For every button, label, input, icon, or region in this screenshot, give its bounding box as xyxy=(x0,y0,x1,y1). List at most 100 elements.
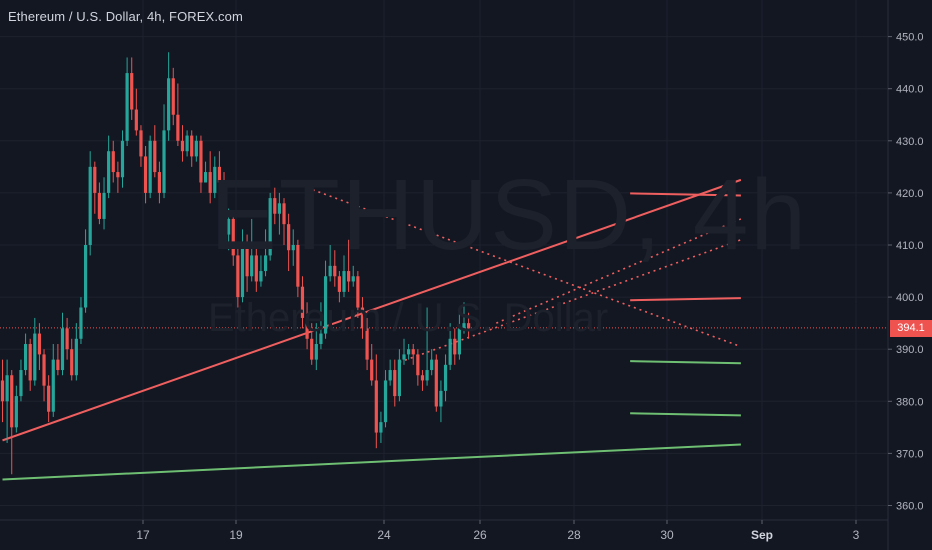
grid xyxy=(0,0,888,520)
candle-body xyxy=(337,276,341,292)
candle-body xyxy=(33,333,37,381)
candle-body xyxy=(148,140,152,193)
candle-body xyxy=(287,224,291,251)
candle-body xyxy=(268,198,272,256)
candle-body xyxy=(254,255,258,282)
y-tick-label: 390.0 xyxy=(896,344,924,356)
candle-body xyxy=(0,380,5,402)
candle-body xyxy=(397,359,401,397)
candle-body xyxy=(176,114,180,141)
chart-title: Ethereum / U.S. Dollar, 4h, FOREX.com xyxy=(8,9,243,24)
y-tick-label: 440.0 xyxy=(896,84,924,96)
trend-lines xyxy=(2,178,742,481)
candle-body xyxy=(97,192,102,219)
candle-body xyxy=(208,172,212,193)
candles xyxy=(0,52,471,475)
candle-body xyxy=(162,130,166,193)
candle-body xyxy=(360,307,365,329)
candle-body xyxy=(5,375,9,402)
candle-body xyxy=(328,265,332,277)
candle-body xyxy=(222,182,226,235)
x-tick-label: 26 xyxy=(473,528,487,542)
candle-body xyxy=(310,338,314,360)
candle-body xyxy=(291,245,295,251)
y-tick-label: 430.0 xyxy=(896,136,924,148)
trend-line xyxy=(495,218,742,324)
candle-body xyxy=(134,109,138,131)
candle-body xyxy=(259,271,263,282)
x-tick-label: Sep xyxy=(751,528,773,542)
candle-body xyxy=(130,73,134,110)
candle-body xyxy=(342,271,346,292)
x-tick-label: 19 xyxy=(229,528,243,542)
candle-body xyxy=(383,380,388,423)
candle-body xyxy=(227,218,231,235)
trend-line xyxy=(630,360,741,365)
trend-line xyxy=(630,297,741,302)
candle-body xyxy=(333,265,337,277)
candle-body xyxy=(88,166,92,245)
candle-body xyxy=(157,172,162,193)
candle-body xyxy=(28,343,32,381)
trend-line xyxy=(306,186,742,348)
y-tick-label: 410.0 xyxy=(896,240,924,252)
trend-line xyxy=(2,443,741,481)
candle-body xyxy=(65,328,69,350)
x-tick-label: 17 xyxy=(136,528,150,542)
candle-body xyxy=(203,172,208,183)
candle-body xyxy=(74,338,78,376)
y-tick-label: 370.0 xyxy=(896,448,924,460)
candle-body xyxy=(116,172,120,178)
candle-body xyxy=(323,276,328,334)
candle-body xyxy=(79,307,83,339)
trend-line xyxy=(630,192,741,197)
candle-body xyxy=(439,390,443,407)
candle-body xyxy=(374,380,378,433)
candle-body xyxy=(107,151,111,193)
candle-body xyxy=(19,370,23,397)
candle-body xyxy=(171,78,175,115)
candle-body xyxy=(467,323,471,329)
candle-body xyxy=(462,323,466,329)
candle-body xyxy=(37,333,42,355)
candle-body xyxy=(448,338,452,365)
candle-body xyxy=(263,255,268,272)
candle-body xyxy=(457,328,461,355)
candle-body xyxy=(305,317,309,339)
candle-body xyxy=(388,370,392,381)
candle-body xyxy=(416,354,420,376)
candle-body xyxy=(185,135,189,152)
candle-body xyxy=(236,255,240,298)
candle-body xyxy=(351,276,355,282)
candle-body xyxy=(42,354,46,386)
candle-body xyxy=(365,328,369,360)
candle-body xyxy=(430,359,434,371)
candle-body xyxy=(83,245,88,308)
candle-body xyxy=(347,271,351,282)
y-tick-label: 420.0 xyxy=(896,188,924,200)
trend-line xyxy=(630,412,741,417)
y-tick-label: 400.0 xyxy=(896,292,924,304)
candle-body xyxy=(56,359,60,371)
x-tick-label: 30 xyxy=(660,528,674,542)
candle-body xyxy=(402,354,406,360)
candle-body xyxy=(296,245,300,287)
candle-body xyxy=(319,333,323,344)
x-tick-label: 3 xyxy=(853,528,860,542)
candle-body xyxy=(273,198,277,214)
candle-body xyxy=(420,375,425,381)
candle-body xyxy=(120,140,125,178)
candle-body xyxy=(60,328,65,371)
candle-body xyxy=(282,203,286,225)
candle-body xyxy=(153,140,157,173)
candle-body xyxy=(139,130,143,157)
y-tick-label: 380.0 xyxy=(896,396,924,408)
candle-body xyxy=(217,166,222,183)
candle-body xyxy=(453,338,457,355)
candle-body xyxy=(231,218,235,256)
candle-body xyxy=(23,343,28,371)
candle-body xyxy=(411,349,415,355)
candle-body xyxy=(111,151,115,173)
